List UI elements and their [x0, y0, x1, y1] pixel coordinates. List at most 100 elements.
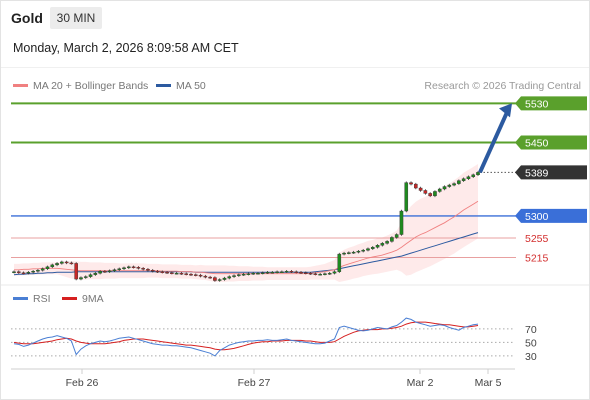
rsi-legend-label: RSI — [33, 293, 51, 305]
candle — [418, 186, 423, 192]
candle-body — [165, 272, 169, 274]
candle-body — [88, 274, 93, 277]
candle-body — [457, 180, 461, 184]
candle-body — [131, 266, 136, 269]
candle — [284, 270, 289, 273]
candle — [433, 190, 437, 198]
candle-body — [256, 272, 260, 275]
candle-body — [394, 234, 399, 238]
candle-body — [246, 273, 251, 275]
candle-body — [36, 270, 40, 272]
candle — [337, 252, 342, 273]
candle-body — [433, 191, 437, 197]
candle-body — [150, 270, 155, 272]
candle — [280, 270, 284, 273]
candle-body — [313, 273, 318, 275]
candle — [160, 270, 165, 274]
candle — [246, 272, 251, 276]
candle — [241, 272, 246, 276]
candle — [342, 251, 346, 256]
candle-body — [260, 272, 265, 274]
candle-body — [385, 241, 389, 244]
candle — [45, 265, 50, 271]
candle-body — [93, 272, 98, 275]
level-label-5215: 5215 — [525, 253, 549, 265]
candle — [404, 181, 409, 213]
candle — [16, 270, 21, 274]
candle-body — [471, 174, 476, 177]
candle-body — [270, 272, 275, 274]
candle-body — [442, 186, 447, 190]
candle — [308, 271, 313, 275]
ma50-legend-label: MA 50 — [176, 80, 206, 92]
candle-body — [55, 263, 59, 266]
candle-body — [437, 188, 442, 192]
candle — [203, 274, 208, 279]
candle — [457, 179, 461, 185]
candle-body — [60, 261, 64, 264]
candle — [131, 265, 136, 269]
candle — [375, 244, 380, 249]
candle-body — [380, 243, 385, 246]
candle — [227, 275, 232, 280]
candle — [237, 273, 241, 277]
candle-body — [184, 273, 189, 275]
level-label-5450: 5450 — [525, 138, 549, 150]
candle-body — [404, 182, 409, 212]
candle-body — [31, 271, 35, 273]
candle-body — [241, 273, 246, 276]
candle — [318, 272, 322, 276]
candle-body — [361, 249, 365, 252]
candle-body — [122, 267, 126, 270]
projection-arrow-head — [499, 103, 512, 118]
ma50-swatch — [156, 83, 171, 87]
candle — [327, 271, 332, 275]
candle — [26, 270, 31, 275]
candle-body — [303, 272, 308, 274]
candle — [21, 271, 26, 275]
candle-body — [79, 277, 83, 280]
candle — [471, 173, 476, 178]
candle-body — [390, 237, 394, 242]
rsi-line — [13, 317, 479, 357]
candle — [36, 269, 40, 273]
candle-body — [112, 269, 117, 271]
candle — [409, 181, 413, 186]
candle-body — [337, 253, 342, 272]
candle-body — [16, 271, 21, 273]
candle-body — [160, 271, 165, 273]
ma9-swatch — [62, 296, 77, 300]
candle-body — [107, 270, 112, 272]
candle-body — [351, 251, 356, 254]
candle — [299, 270, 303, 274]
level-label-5255: 5255 — [525, 233, 549, 245]
candle — [165, 270, 169, 274]
candle — [60, 260, 64, 265]
candle — [270, 270, 275, 274]
candle — [93, 271, 98, 276]
candle — [155, 270, 160, 273]
timeframe-button[interactable]: 30 MIN — [50, 7, 102, 29]
candle-body — [198, 274, 203, 277]
legend-ma50: MA 50 — [156, 80, 206, 92]
ma50-line — [13, 232, 479, 276]
candle — [323, 272, 327, 276]
candle-body — [476, 172, 480, 176]
candle — [466, 175, 471, 180]
candle-body — [347, 252, 351, 254]
candle-body — [179, 272, 184, 275]
candle-body — [64, 261, 69, 264]
candle-body — [45, 266, 50, 269]
candle-body — [356, 250, 361, 253]
candle — [447, 183, 452, 188]
candle-body — [327, 272, 332, 275]
candle — [476, 171, 480, 177]
ma20-swatch — [13, 83, 28, 87]
candle — [260, 271, 265, 275]
target-badge-5450 — [515, 135, 587, 150]
candle — [366, 247, 370, 252]
candle — [88, 273, 93, 278]
candle — [107, 269, 112, 273]
candle — [380, 242, 385, 247]
